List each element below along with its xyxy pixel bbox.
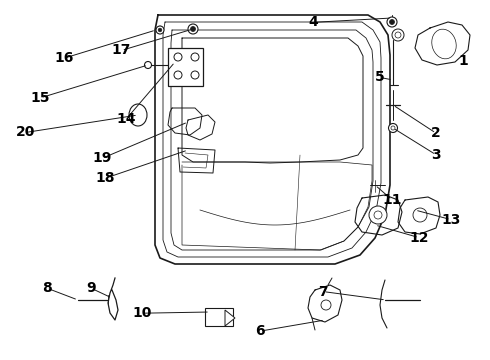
Circle shape	[191, 71, 199, 79]
Polygon shape	[225, 310, 235, 326]
Text: 4: 4	[309, 15, 318, 29]
Circle shape	[374, 211, 382, 219]
Text: 8: 8	[42, 281, 51, 295]
Circle shape	[158, 28, 162, 32]
Text: 5: 5	[375, 71, 385, 84]
Circle shape	[191, 27, 196, 31]
Bar	[168, 48, 203, 86]
Ellipse shape	[432, 29, 456, 59]
Circle shape	[389, 123, 397, 132]
Bar	[205, 308, 233, 326]
Circle shape	[174, 71, 182, 79]
Circle shape	[188, 24, 198, 34]
Text: 2: 2	[431, 126, 441, 140]
Text: 16: 16	[54, 51, 74, 65]
Text: 10: 10	[132, 306, 152, 320]
Text: 14: 14	[117, 112, 136, 126]
Text: 12: 12	[409, 231, 429, 244]
Ellipse shape	[129, 104, 147, 126]
Circle shape	[390, 19, 394, 24]
Text: 15: 15	[30, 91, 50, 105]
Text: 6: 6	[255, 324, 265, 338]
Circle shape	[369, 206, 387, 224]
Circle shape	[191, 53, 199, 61]
Text: 9: 9	[86, 281, 96, 295]
Text: 20: 20	[16, 126, 35, 139]
Circle shape	[321, 300, 331, 310]
Text: 19: 19	[92, 152, 112, 165]
Text: 18: 18	[96, 171, 115, 185]
Text: 7: 7	[318, 285, 328, 298]
Circle shape	[387, 17, 397, 27]
Text: 3: 3	[431, 148, 441, 162]
Circle shape	[395, 32, 401, 38]
Text: 1: 1	[458, 54, 468, 68]
Text: 11: 11	[382, 193, 402, 207]
Circle shape	[145, 62, 151, 68]
Text: 17: 17	[112, 44, 131, 57]
Circle shape	[174, 53, 182, 61]
Circle shape	[413, 208, 427, 222]
Text: 13: 13	[441, 213, 461, 226]
Circle shape	[156, 26, 164, 34]
Circle shape	[392, 29, 404, 41]
Circle shape	[391, 126, 395, 130]
